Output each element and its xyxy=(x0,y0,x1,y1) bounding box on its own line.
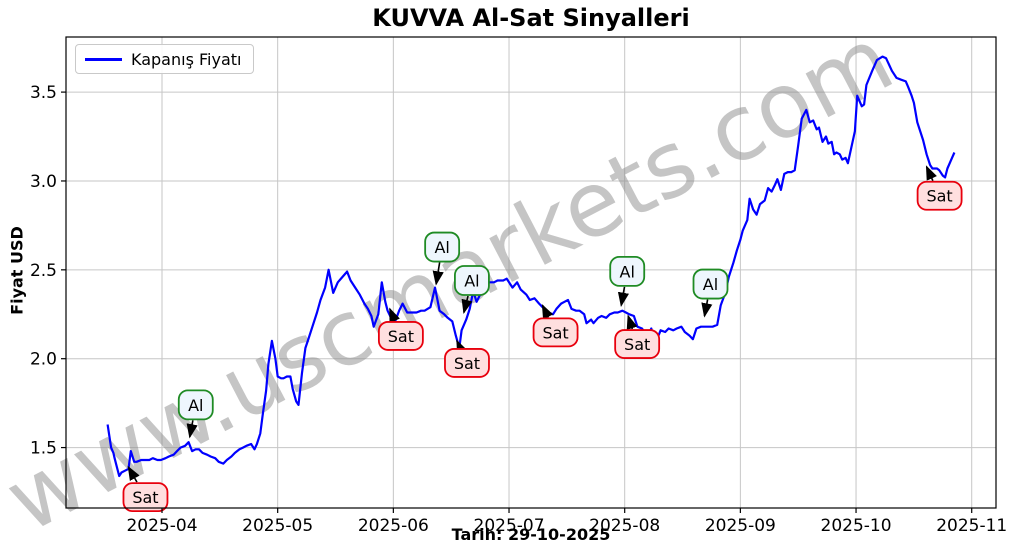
signal-arrow-icon xyxy=(186,420,198,439)
y-tick-label: 3.5 xyxy=(30,83,57,103)
sell-signal-label: Sat xyxy=(388,327,414,346)
sell-signal: Sat xyxy=(122,465,169,513)
sell-signal: Sat xyxy=(532,303,579,348)
buy-signal: Al xyxy=(692,268,729,318)
signal-box xyxy=(122,482,169,513)
sell-signal-label: Sat xyxy=(926,187,952,206)
price-line xyxy=(106,55,956,478)
buy-signal-label: Al xyxy=(703,275,718,294)
sell-signal: Sat xyxy=(444,339,490,378)
buy-signal: Al xyxy=(424,231,461,286)
x-tick-label: 2025-09 xyxy=(705,516,776,536)
signal-box xyxy=(377,321,424,351)
x-tick-label: 2025-04 xyxy=(126,516,197,536)
x-tick-label: 2025-05 xyxy=(242,516,313,536)
signal-box xyxy=(916,180,963,211)
buy-signal-label: Al xyxy=(620,262,635,281)
signal-arrow-icon xyxy=(617,286,629,307)
y-tick-label: 2.5 xyxy=(30,261,57,281)
legend-line-sample xyxy=(85,57,122,61)
signal-arrow-icon xyxy=(925,165,937,182)
signal-box xyxy=(692,268,729,300)
x-tick-label: 2025-07 xyxy=(474,516,545,536)
signal-box xyxy=(177,389,214,421)
y-tick-label: 1.5 xyxy=(30,439,57,459)
plot-border xyxy=(65,36,997,509)
signal-arrow-icon xyxy=(626,314,638,330)
tick-labels: 2025-04 2025-05 2025-06 2025-07 2025-08 2025-… xyxy=(30,83,1007,536)
signal-arrow-icon xyxy=(389,307,400,323)
signal-box xyxy=(532,317,579,348)
signal-box xyxy=(454,265,490,296)
signal-arrow-icon xyxy=(701,299,713,318)
sell-signal-label: Sat xyxy=(542,323,568,342)
x-tick-label: 2025-10 xyxy=(821,516,892,536)
signal-arrow-icon xyxy=(127,465,140,483)
buy-signal-label: Al xyxy=(434,238,449,257)
buy-signal: Al xyxy=(454,265,490,315)
buy-signal-label: Al xyxy=(464,271,479,290)
signal-arrow-icon xyxy=(541,303,554,320)
buy-signal-label: Al xyxy=(188,396,203,415)
sell-signal: Sat xyxy=(377,307,424,351)
x-tick-label: 2025-06 xyxy=(358,516,429,536)
buy-signal: Al xyxy=(609,255,646,307)
sell-signal: Sat xyxy=(614,314,661,359)
chart-title: KUVVA Al-Sat Sinyalleri xyxy=(372,4,690,32)
signal-arrow-icon xyxy=(432,262,444,286)
sell-signal-label: Sat xyxy=(132,488,158,507)
signal-arrow-icon xyxy=(456,339,468,355)
sell-signal: Sat xyxy=(916,165,963,211)
y-tick-label: 3.0 xyxy=(30,172,57,192)
signal-annotations: Sat Al Sat Al Sat Al Sat Al Sat Al Sat xyxy=(122,165,963,513)
signal-box xyxy=(614,329,661,359)
sell-signal-label: Sat xyxy=(624,335,650,354)
sell-signal-label: Sat xyxy=(454,354,480,373)
x-tick-label: 2025-08 xyxy=(589,516,660,536)
signal-box xyxy=(444,348,490,378)
y-axis-label: Fiyat USD xyxy=(7,226,27,315)
buy-signal: Al xyxy=(177,389,214,439)
signal-box xyxy=(609,255,646,287)
legend-label: Kapanış Fiyatı xyxy=(131,49,242,69)
signal-arrow-icon xyxy=(461,295,473,315)
signal-box xyxy=(424,231,461,263)
x-axis-label: Tarih: 29-10-2025 xyxy=(451,525,611,544)
axes-frame xyxy=(61,36,997,513)
legend: Kapanış Fiyatı xyxy=(75,44,255,74)
x-tick-label: 2025-11 xyxy=(936,516,1007,536)
y-tick-label: 2.0 xyxy=(30,350,57,370)
